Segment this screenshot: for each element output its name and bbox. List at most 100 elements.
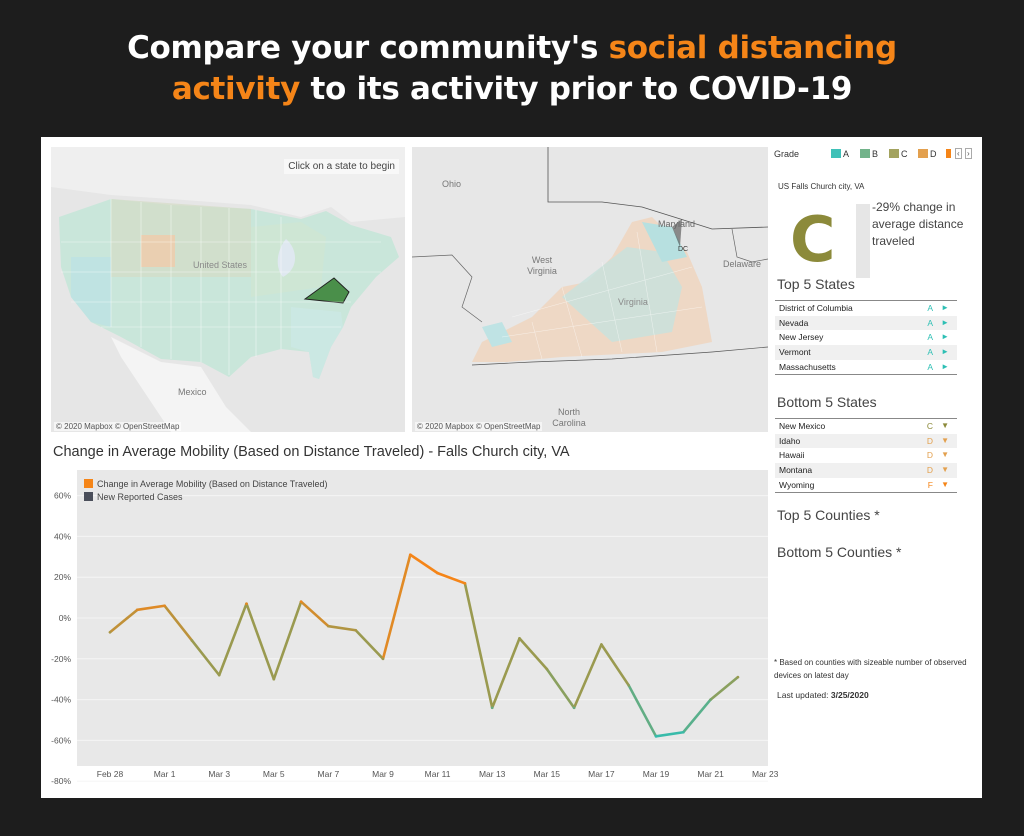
mobility-line-segment[interactable] (327, 624, 358, 632)
mobility-line-segment[interactable] (518, 637, 549, 671)
mobility-point[interactable] (217, 673, 221, 677)
grade-swatch-b (860, 149, 870, 158)
grade-legend-d[interactable]: D (918, 149, 937, 159)
mobility-line-segment[interactable] (381, 553, 412, 661)
mobility-line-segment[interactable] (299, 600, 330, 628)
bottom5-name: Wyoming (779, 479, 815, 490)
mobility-line-segment[interactable] (709, 675, 740, 701)
top5-states-list: District of Columbia A ► Nevada A ► New Jersey… (775, 300, 957, 376)
mobility-point[interactable] (108, 630, 112, 634)
mobility-line-segment[interactable] (436, 571, 467, 585)
legend-scroll-left-icon[interactable]: ‹ (955, 148, 962, 159)
bottom5-counties-title: Bottom 5 Counties * (777, 544, 902, 560)
mobility-point[interactable] (190, 639, 194, 642)
y-tick-label: 20% (54, 572, 71, 582)
mobility-line-segment[interactable] (572, 643, 603, 710)
dashboard: Click on a state to begin United States … (41, 137, 982, 798)
top5-row[interactable]: New Jersey A ► (775, 330, 957, 345)
mobility-point[interactable] (654, 735, 658, 738)
headline-highlight-2: activity (171, 71, 301, 107)
arrow-right-icon: ► (941, 361, 949, 371)
mobility-line-segment[interactable] (217, 602, 248, 677)
mobility-point[interactable] (299, 600, 303, 603)
grade-legend-a-label: A (843, 149, 850, 159)
mobility-line-segment[interactable] (600, 643, 631, 687)
legend-item-cases[interactable]: New Reported Cases (84, 491, 327, 504)
top5-name: Nevada (779, 317, 809, 328)
mobility-line-segment[interactable] (163, 604, 194, 642)
grade-bar (856, 204, 870, 278)
mobility-line-segment[interactable] (627, 684, 658, 738)
bottom5-grade: D (926, 450, 933, 461)
legend-scroll-right-icon[interactable]: › (965, 148, 972, 159)
mobility-line-segment[interactable] (408, 553, 439, 575)
last-updated: Last updated: 3/25/2020 (777, 690, 869, 700)
mobility-point[interactable] (572, 706, 576, 710)
map-label-delaware: Delaware (723, 259, 762, 269)
arrow-right-icon: ► (941, 317, 949, 327)
top5-row[interactable]: Massachusetts A ► (775, 360, 957, 375)
mobility-line-segment[interactable] (354, 628, 385, 661)
mobility-point[interactable] (518, 637, 521, 640)
mobility-point[interactable] (682, 730, 685, 734)
mobility-line-segment[interactable] (272, 600, 303, 681)
top5-row[interactable]: Nevada A ► (775, 315, 957, 331)
legend-item-mobility[interactable]: Change in Average Mobility (Based on Dis… (84, 478, 327, 491)
mobility-point[interactable] (709, 698, 712, 701)
mobility-point[interactable] (600, 643, 603, 646)
mobility-point[interactable] (245, 602, 248, 606)
mobility-line-segment[interactable] (190, 639, 221, 677)
mobility-line-segment[interactable] (681, 698, 712, 734)
mobility-line-segment[interactable] (108, 608, 139, 634)
us-map[interactable]: Click on a state to begin United States … (51, 147, 405, 432)
mobility-point[interactable] (409, 553, 412, 557)
mobility-line-segment[interactable] (654, 730, 685, 738)
bottom5-row[interactable]: Montana D ▼ (775, 463, 957, 478)
top5-row[interactable]: Vermont A ► (775, 345, 957, 360)
top5-grade: A (927, 347, 933, 358)
mobility-point[interactable] (490, 706, 494, 710)
x-tick-label: Mar 15 (534, 769, 561, 779)
mobility-point[interactable] (136, 608, 139, 612)
mobility-line-segment[interactable] (136, 604, 166, 612)
mobility-point[interactable] (463, 582, 467, 585)
grade-legend-b-label: B (872, 149, 879, 159)
bottom5-row[interactable]: Hawaii D ▼ (775, 448, 957, 463)
mobility-point[interactable] (436, 571, 439, 575)
grade-legend-a[interactable]: A (831, 149, 849, 159)
bottom5-name: New Mexico (779, 421, 826, 431)
mobility-point[interactable] (327, 624, 330, 628)
x-tick-label: Mar 17 (588, 769, 615, 779)
x-tick-label: Mar 9 (372, 769, 394, 779)
bottom5-row[interactable]: Idaho D ▼ (775, 433, 957, 449)
top5-row[interactable]: District of Columbia A ► (775, 301, 957, 316)
bottom5-row[interactable]: New Mexico C ▼ (775, 419, 957, 434)
arrow-down-icon: ▼ (941, 479, 949, 489)
state-map[interactable]: Ohio Maryland West Virginia DC Delaware … (412, 147, 768, 432)
grade-swatch-c (889, 149, 899, 158)
mobility-point[interactable] (381, 657, 385, 661)
y-tick-label: 40% (54, 531, 71, 541)
mobility-point[interactable] (736, 675, 740, 679)
chart-title: Change in Average Mobility (Based on Dis… (53, 444, 570, 460)
grade-legend-f[interactable] (946, 149, 953, 159)
mobility-point[interactable] (163, 604, 166, 608)
x-tick-label: Feb 28 (97, 769, 124, 779)
legend-label-cases: New Reported Cases (97, 492, 183, 502)
bottom5-row[interactable]: Wyoming F ▼ (775, 478, 957, 493)
mobility-point[interactable] (354, 628, 358, 632)
y-tick-label: 60% (54, 491, 71, 501)
grade-legend-b[interactable]: B (860, 149, 878, 159)
mobility-line-segment[interactable] (245, 602, 276, 681)
mobility-line-segment[interactable] (545, 667, 576, 710)
y-tick-label: -60% (51, 735, 71, 745)
mobility-point[interactable] (272, 677, 276, 681)
headline-highlight-1: social distancing (608, 30, 898, 66)
mobility-point[interactable] (545, 667, 549, 671)
legend-swatch-mobility (84, 479, 93, 488)
grade-legend-c[interactable]: C (889, 149, 908, 159)
mobility-point[interactable] (627, 684, 630, 687)
mobility-line-segment[interactable] (463, 582, 494, 710)
mobility-line-segment[interactable] (490, 637, 521, 710)
top5-grade: A (927, 332, 933, 343)
